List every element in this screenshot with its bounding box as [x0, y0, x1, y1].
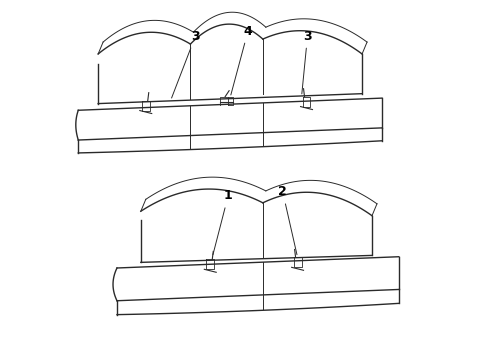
Text: 2: 2	[278, 185, 296, 255]
Text: 4: 4	[230, 24, 252, 95]
Text: 3: 3	[301, 30, 311, 94]
Text: 1: 1	[212, 189, 232, 255]
Text: 3: 3	[171, 30, 199, 98]
